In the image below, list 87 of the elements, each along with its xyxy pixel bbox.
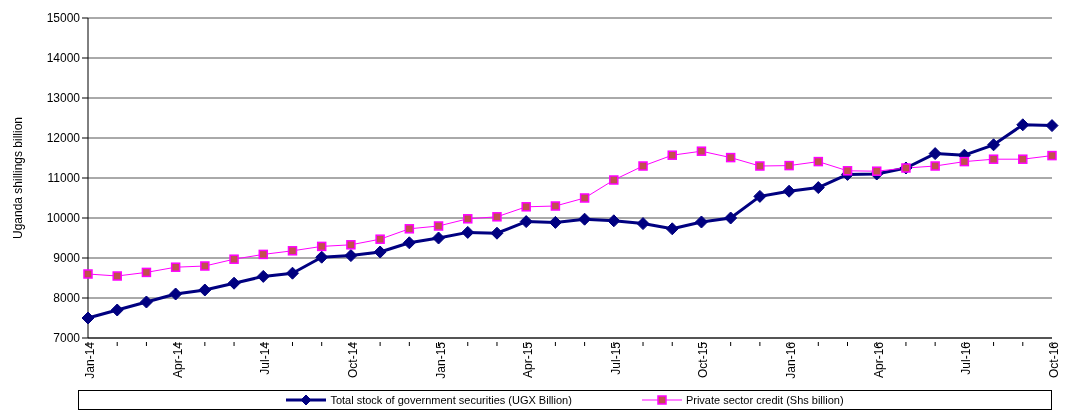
point xyxy=(638,161,648,171)
point xyxy=(753,189,767,203)
point xyxy=(871,166,882,176)
point xyxy=(784,160,794,171)
point xyxy=(375,234,385,244)
y-tick-label: 10000 xyxy=(46,211,81,226)
x-tick-label: Jul-14 xyxy=(258,341,273,375)
point xyxy=(285,266,299,280)
point xyxy=(959,156,970,167)
point xyxy=(287,246,298,256)
point xyxy=(694,215,708,229)
point xyxy=(81,311,95,325)
point xyxy=(928,147,942,161)
point xyxy=(579,193,590,203)
x-tick-label: Oct-16 xyxy=(1047,341,1061,379)
point xyxy=(432,231,446,245)
x-tick-label: Apr-15 xyxy=(521,341,536,379)
point xyxy=(667,150,677,160)
point xyxy=(636,217,650,231)
x-tick-label: Apr-16 xyxy=(871,341,886,379)
x-tick-label: Jul-15 xyxy=(608,341,623,375)
y-tick-label: 13000 xyxy=(46,91,81,106)
point xyxy=(988,154,999,164)
point xyxy=(521,202,531,212)
point xyxy=(198,283,212,297)
point xyxy=(842,166,853,176)
point xyxy=(725,152,736,163)
x-tick-label: Jul-16 xyxy=(959,341,974,375)
point xyxy=(811,181,825,195)
point xyxy=(83,269,93,279)
point xyxy=(344,249,358,263)
point xyxy=(346,240,356,250)
point xyxy=(987,138,1001,152)
x-tick-label: Oct-15 xyxy=(696,341,711,379)
point xyxy=(607,214,621,228)
point xyxy=(1045,119,1059,133)
y-tick-label: 15000 xyxy=(46,11,81,26)
point xyxy=(609,175,619,185)
point xyxy=(200,261,210,271)
point xyxy=(110,303,124,317)
point xyxy=(550,201,561,211)
point xyxy=(490,226,504,240)
point xyxy=(169,287,183,301)
point xyxy=(141,267,152,278)
point xyxy=(402,236,416,250)
point xyxy=(433,221,444,231)
point xyxy=(463,214,473,224)
legend-label: Total stock of government securities (UGX Billion) xyxy=(330,394,572,406)
point xyxy=(492,212,502,222)
point xyxy=(316,241,327,252)
point xyxy=(315,250,329,264)
point xyxy=(461,225,475,239)
point xyxy=(256,269,270,283)
legend-label: Private sector credit (Shs billion) xyxy=(685,394,844,406)
point xyxy=(170,262,181,272)
point xyxy=(227,276,241,290)
x-tick-label: Jan-14 xyxy=(83,341,97,379)
point xyxy=(373,245,387,259)
y-tick-label: 11000 xyxy=(47,171,81,186)
y-axis-title: Uganda shillings billion xyxy=(11,116,26,240)
point xyxy=(1016,118,1030,132)
x-tick-label: Oct-14 xyxy=(345,341,360,379)
point xyxy=(578,212,592,226)
y-tick-label: 14000 xyxy=(46,51,81,66)
point xyxy=(519,215,533,229)
point xyxy=(258,249,269,260)
y-tick-label: 7000 xyxy=(53,331,81,346)
point xyxy=(813,156,824,167)
point xyxy=(782,184,796,198)
point xyxy=(139,295,153,309)
point xyxy=(665,222,679,236)
point xyxy=(930,161,940,171)
point xyxy=(1047,150,1057,161)
point xyxy=(1018,154,1028,164)
point xyxy=(112,271,122,281)
point xyxy=(548,215,562,229)
x-tick-label: Jan-16 xyxy=(784,341,799,379)
y-tick-label: 12000 xyxy=(46,131,81,146)
x-tick-label: Jan-15 xyxy=(433,341,448,379)
point xyxy=(404,224,415,234)
point xyxy=(696,146,707,156)
y-tick-label: 9000 xyxy=(53,251,81,266)
x-tick-label: Apr-14 xyxy=(170,341,185,379)
point xyxy=(755,161,765,171)
point xyxy=(229,254,239,264)
y-tick-label: 8000 xyxy=(53,291,81,306)
point xyxy=(724,211,738,225)
